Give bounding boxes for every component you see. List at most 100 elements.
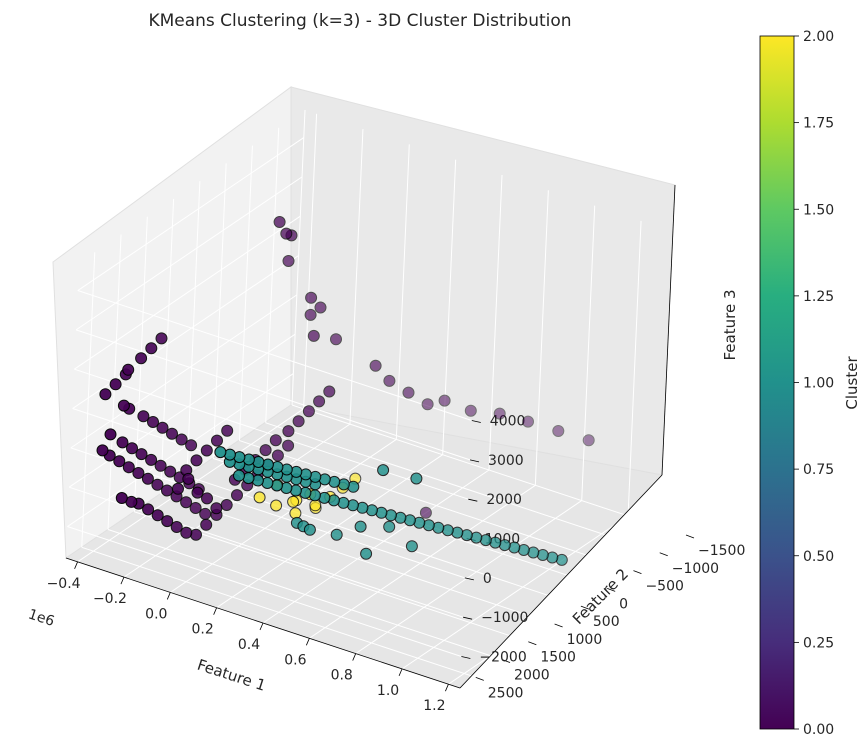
y-tick-mark-0: [685, 534, 695, 539]
x-gridline-back-4: [488, 174, 503, 471]
x-tick-label-5: 0.6: [284, 652, 306, 668]
colorbar-tick-label-3: 0.75: [803, 462, 834, 478]
point-cluster-0-3: [122, 363, 135, 376]
z-tick-label-5: 3000: [488, 453, 524, 469]
y-gridline-floor-8: [81, 546, 476, 678]
point-cluster-0-68: [259, 444, 272, 457]
point-cluster-0-27: [113, 455, 126, 468]
y-gridline-left-2: [238, 145, 253, 441]
x-tick-mark-5: [305, 638, 310, 646]
point-cluster-0-84: [369, 359, 382, 372]
point-cluster-0-16: [116, 436, 129, 449]
point-cluster-0-20: [154, 459, 167, 472]
point-cluster-0-58: [211, 434, 223, 447]
point-cluster-0-12: [166, 427, 178, 440]
point-cluster-0-85: [383, 374, 396, 387]
point-cluster-0-36: [199, 507, 212, 520]
point-cluster-0-70: [282, 425, 295, 438]
x-axis-offset-label: 1e6: [26, 607, 56, 630]
y-tick-mark-3: [607, 587, 616, 592]
x-gridline-floor-4: [262, 469, 490, 624]
point-cluster-1-63: [354, 520, 367, 533]
point-cluster-1-69: [405, 540, 418, 553]
x-axis-label: Feature 1: [195, 656, 268, 695]
z-gridline-left-0: [67, 373, 294, 527]
point-cluster-0-81: [307, 329, 320, 342]
x-gridline-back-7: [627, 220, 642, 516]
point-cluster-0-35: [189, 502, 202, 514]
point-cluster-0-28: [122, 461, 135, 474]
point-cluster-2-5: [309, 499, 322, 512]
y-tick-mark-6: [528, 641, 537, 646]
x-tick-label-8: 1.2: [423, 698, 445, 714]
point-cluster-0-59: [221, 424, 234, 437]
point-cluster-0-90: [493, 407, 506, 420]
y-gridline-floor-1: [265, 422, 660, 554]
x-tick-mark-3: [213, 607, 218, 615]
colorbar-tick-label-8: 2.00: [803, 29, 834, 45]
point-cluster-0-13: [175, 433, 188, 446]
axes-panes: [52, 86, 676, 689]
z-tick-mark-4: [468, 498, 478, 502]
point-cluster-0-91: [522, 415, 534, 428]
z-gridline-back-0: [67, 526, 462, 658]
point-cluster-1-0: [214, 446, 227, 459]
x-gridline-floor-7: [401, 515, 629, 670]
x-gridline-floor-6: [355, 500, 582, 655]
point-cluster-0-87: [421, 398, 434, 411]
colorbar-tick-label-7: 1.75: [803, 116, 834, 132]
point-cluster-0-6: [155, 332, 168, 345]
x-gridline-back-1: [349, 129, 364, 425]
point-cluster-0-38: [142, 503, 155, 516]
chart-title: KMeans Clustering (k=3) - 3D Cluster Dis…: [148, 11, 571, 31]
point-cluster-0-32: [161, 484, 173, 497]
x-gridline-back-2: [395, 144, 410, 440]
z-gridline-left-4: [74, 215, 301, 370]
y-gridline-left-8: [81, 252, 96, 548]
point-cluster-0-45: [190, 528, 202, 541]
z-tick-label-0: −2000: [479, 650, 526, 666]
point-cluster-0-71: [292, 415, 305, 428]
point-cluster-0-34: [180, 496, 193, 509]
z-gridline-back-4: [74, 368, 469, 500]
y-gridline-left-3: [212, 163, 227, 459]
colorbar-ticks: 0.00 0.25 0.50 0.75 1.00 1.25 1.50 1.75 2.00: [794, 29, 834, 738]
x-tick-label-3: 0.2: [192, 622, 214, 638]
y-gridline-floor-2: [239, 440, 634, 572]
x-gridline-back-5: [534, 190, 549, 486]
point-cluster-1-68: [360, 547, 373, 560]
colorbar-label: Cluster: [843, 356, 861, 410]
z-tick-label-4: 2000: [486, 492, 522, 508]
point-cluster-0-48: [220, 499, 233, 511]
x-gridline-back-0: [303, 113, 318, 409]
point-cluster-0-62: [191, 486, 204, 499]
x-gridline-floor-8: [448, 530, 675, 685]
point-cluster-0-93: [582, 434, 595, 447]
y-gridline-floor-5: [160, 493, 555, 625]
point-cluster-0-19: [145, 453, 158, 466]
y-tick-label-2: −500: [645, 579, 683, 595]
point-cluster-0-88: [438, 394, 451, 407]
point-cluster-0-73: [313, 395, 326, 408]
x-tick-label-1: −0.2: [93, 591, 127, 607]
point-cluster-0-4: [135, 352, 148, 365]
y-tick-label-1: −1000: [672, 561, 719, 577]
y-gridline-left-6: [133, 216, 148, 512]
x-gridline-back-8: [673, 236, 688, 532]
x-gridline-floor-3: [216, 454, 443, 609]
point-cluster-0-56: [190, 454, 203, 467]
colorbar-tick-label-4: 1.00: [803, 376, 834, 392]
point-cluster-0-11: [156, 421, 169, 434]
point-cluster-0-57: [200, 444, 213, 457]
colorbar-tick-label-6: 1.50: [803, 202, 834, 218]
point-cluster-0-17: [126, 442, 138, 455]
point-cluster-0-82: [304, 308, 317, 321]
point-cluster-0-30: [141, 472, 154, 485]
point-cluster-0-53: [271, 449, 284, 462]
z-tick-mark-5: [469, 459, 480, 463]
point-cluster-1-62: [383, 520, 396, 533]
x-tick-mark-0: [74, 561, 78, 569]
y-tick-label-0: −1500: [698, 543, 745, 559]
point-cluster-0-40: [161, 515, 174, 528]
